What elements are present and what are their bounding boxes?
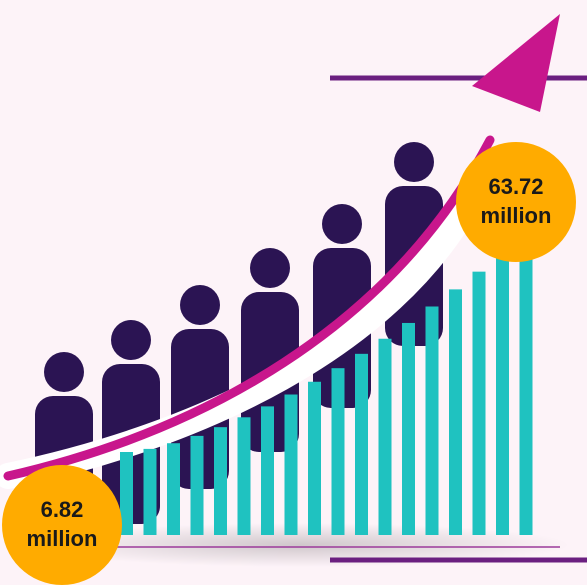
growth-bar xyxy=(214,427,227,535)
end-value-number: 63.72 xyxy=(488,174,544,200)
trend-arrow-icon xyxy=(3,135,495,481)
growth-bar xyxy=(284,394,298,535)
growth-bar xyxy=(378,338,392,535)
start-value-unit: million xyxy=(26,526,98,551)
growth-bar xyxy=(425,306,439,535)
growth-bar xyxy=(143,448,157,535)
arrowhead xyxy=(472,14,560,112)
growth-bar xyxy=(519,234,533,535)
growth-bar xyxy=(120,452,133,535)
growth-bar xyxy=(261,406,274,535)
growth-bar xyxy=(496,253,509,535)
growth-bar xyxy=(402,322,415,535)
start-value-badge: 6.82 million xyxy=(2,465,122,585)
start-value-number: 6.82 xyxy=(40,497,84,523)
bar-group xyxy=(120,234,533,535)
growth-bar xyxy=(190,435,204,535)
growth-bar xyxy=(472,271,486,535)
growth-bar xyxy=(449,289,462,535)
growth-bar xyxy=(237,417,251,535)
end-value-badge: 63.72 million xyxy=(456,142,576,262)
growth-bar xyxy=(167,443,180,535)
growth-bar xyxy=(331,368,345,535)
growth-bar xyxy=(355,353,368,535)
end-value-unit: million xyxy=(480,203,552,228)
growth-bar xyxy=(308,381,321,535)
